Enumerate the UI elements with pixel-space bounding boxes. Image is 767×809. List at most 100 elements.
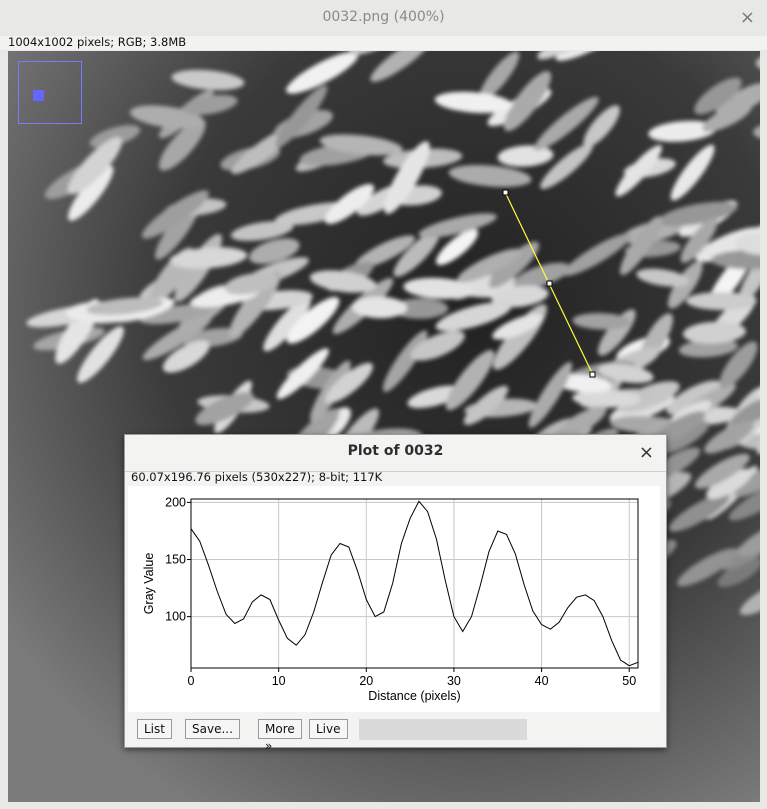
selection-handle[interactable]	[546, 280, 553, 287]
cell-blob	[403, 277, 474, 299]
x-tick-label: 0	[188, 674, 195, 688]
window-titlebar: 0032.png (400%) ×	[0, 0, 767, 37]
selection-handle[interactable]	[589, 371, 596, 378]
cell-blob	[77, 326, 124, 383]
cell-blob	[351, 296, 408, 319]
cell-blob	[491, 285, 549, 308]
cell-blob	[309, 270, 377, 293]
plot-window-title: Plot of 0032	[347, 443, 444, 459]
cell-blob	[728, 481, 760, 521]
y-tick-label: 200	[165, 495, 186, 509]
selection-handle[interactable]	[502, 189, 509, 196]
cell-blob	[615, 145, 662, 197]
cell-blob	[738, 238, 760, 304]
cell-blob	[457, 248, 522, 283]
cell-blob	[540, 143, 593, 189]
cell-blob	[556, 406, 607, 439]
cell-blob	[734, 458, 760, 497]
divider	[125, 471, 666, 472]
cell-blob	[263, 297, 311, 352]
cell-blob	[677, 548, 738, 587]
cell-blob	[370, 51, 433, 82]
cell-blob	[319, 134, 403, 156]
image-info: 1004x1002 pixels; RGB; 3.8MB	[0, 36, 767, 50]
profile-line	[190, 500, 639, 667]
cell-blob	[141, 190, 209, 239]
cell-blob	[230, 221, 294, 241]
cell-blob	[534, 96, 599, 151]
cell-blob	[572, 389, 641, 408]
cell-blob	[583, 105, 620, 148]
cell-blob	[648, 120, 717, 142]
more-button[interactable]: More »	[258, 719, 302, 753]
cell-blob	[384, 141, 430, 214]
cell-blob	[436, 229, 479, 266]
cell-blob	[410, 330, 465, 361]
cell-blob	[67, 137, 123, 195]
cell-blob	[249, 238, 300, 264]
zoom-navigator-viewport	[33, 90, 44, 101]
plot-frame	[190, 498, 639, 669]
cell-blob	[666, 380, 723, 415]
cell-blob	[658, 420, 710, 454]
cell-blob	[489, 241, 540, 288]
x-tick-label: 30	[447, 674, 461, 688]
cell-blob	[86, 297, 164, 316]
cell-blob	[276, 348, 329, 400]
cell-blob	[710, 249, 760, 270]
cell-blob	[572, 313, 631, 330]
cell-blob	[448, 165, 532, 187]
cell-blob	[563, 233, 632, 276]
cell-blob	[717, 557, 760, 588]
cell-blob	[704, 421, 754, 454]
cell-blob	[620, 216, 662, 275]
status-bar	[359, 719, 527, 740]
y-tick-label: 150	[165, 553, 186, 567]
x-tick-label: 10	[272, 674, 286, 688]
cell-blob	[729, 395, 760, 428]
cell-blob	[715, 82, 760, 117]
close-icon[interactable]: ×	[739, 7, 755, 28]
cell-blob	[68, 165, 114, 221]
zoom-navigator[interactable]	[18, 61, 82, 124]
cell-blob	[694, 77, 742, 115]
live-button[interactable]: Live	[309, 719, 348, 739]
image-canvas[interactable]	[8, 51, 760, 802]
cell-blob	[528, 362, 573, 428]
plot-window: Plot of 0032 × 60.07x196.76 pixels (530x…	[124, 434, 667, 753]
cell-blob	[158, 119, 206, 171]
x-tick-label: 20	[359, 674, 373, 688]
cell-blob	[636, 268, 690, 287]
save-button[interactable]: Save...	[185, 719, 240, 739]
cell-blob	[182, 94, 238, 115]
cell-blob	[680, 218, 718, 263]
cell-blob	[739, 581, 760, 616]
cell-blob	[169, 247, 248, 269]
cell-blob	[719, 341, 758, 389]
cell-blob	[286, 51, 359, 94]
cell-blob	[682, 321, 746, 344]
close-icon[interactable]: ×	[638, 442, 654, 463]
cell-blob	[224, 272, 278, 295]
cell-blob	[695, 453, 750, 489]
cell-blob	[162, 340, 210, 373]
cell-blob	[407, 385, 463, 409]
cell-blob	[598, 363, 654, 384]
cell-blob	[678, 338, 739, 358]
cell-blob	[286, 297, 340, 344]
x-tick-label: 50	[622, 674, 636, 688]
cell-blob	[392, 298, 449, 319]
cell-blob	[275, 85, 328, 148]
cell-blob	[737, 522, 760, 557]
cell-blob	[435, 301, 512, 332]
cell-blob	[673, 494, 729, 530]
cell-blob	[497, 145, 554, 167]
cell-blob	[503, 71, 552, 132]
plot-info: 60.07x196.76 pixels (530x227); 8-bit; 11…	[131, 470, 383, 484]
cell-blob	[382, 330, 428, 392]
x-tick-label: 40	[535, 674, 549, 688]
list-button[interactable]: List	[137, 719, 172, 739]
cell-blob	[686, 291, 757, 311]
microscopy-image	[8, 51, 760, 802]
cell-blob	[735, 233, 760, 256]
